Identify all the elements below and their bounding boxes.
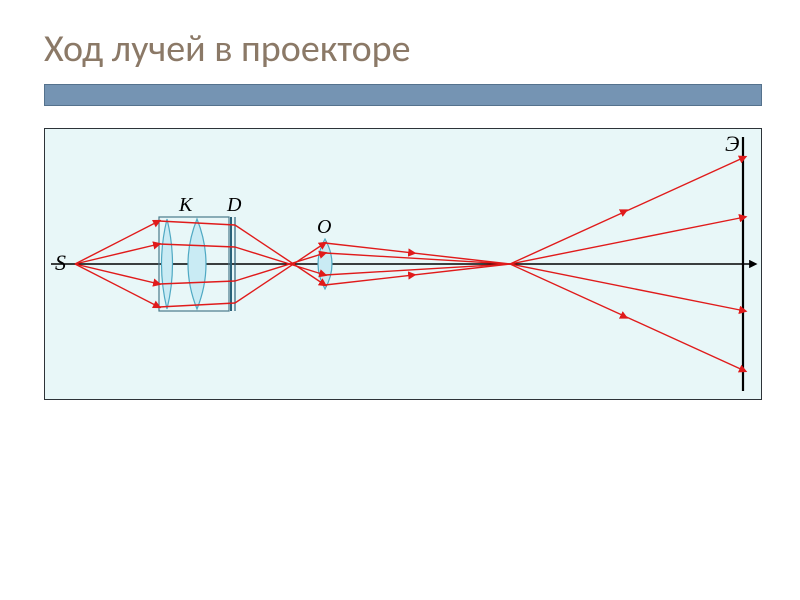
title-divider-bar (44, 84, 762, 106)
diagram-svg: S K D O Э (45, 129, 761, 399)
slide: Ход лучей в проекторе (0, 0, 800, 600)
label-screen: Э (725, 131, 739, 156)
condenser-lens-2 (188, 219, 206, 309)
label-condenser: K (178, 194, 194, 216)
condenser-lens-1 (162, 219, 173, 309)
optics-diagram: S K D O Э (44, 128, 762, 400)
slide-title: Ход лучей в проекторе (44, 26, 411, 72)
label-objective: O (317, 216, 331, 238)
label-slide: D (226, 194, 242, 216)
label-source: S (55, 250, 66, 275)
